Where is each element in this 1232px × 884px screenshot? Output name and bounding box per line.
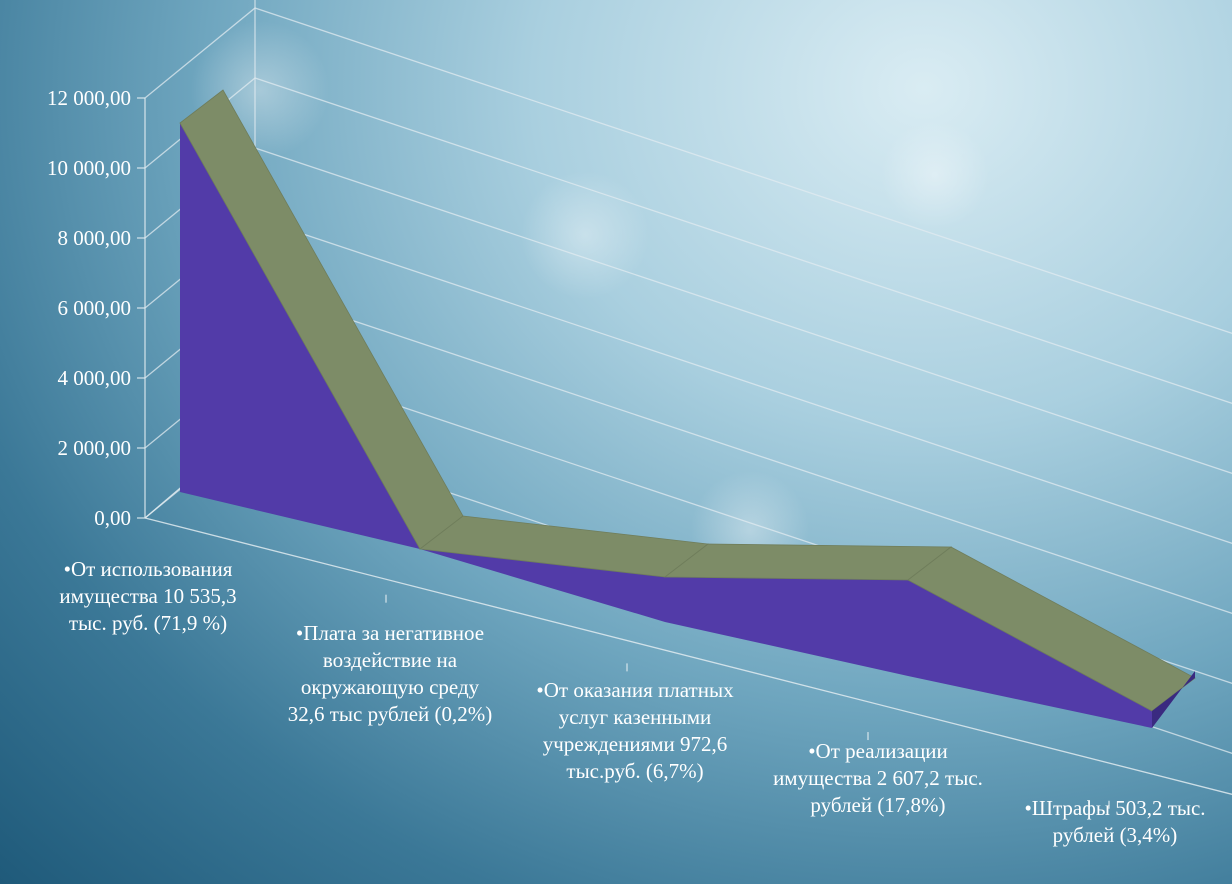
y-tick-labels: 0,00 2 000,00 4 000,00 6 000,00 8 000,00 10 0… — [47, 86, 131, 530]
category-label: •От реализации имущества 2 607,2 тыс. ру… — [773, 739, 983, 817]
bokeh-light — [880, 120, 990, 230]
category-label: •Плата за негативное воздействие на окру… — [287, 621, 493, 726]
area-front-face — [180, 123, 1152, 728]
category-label: •Штрафы 503,2 тыс. рублей (3,4%) — [1024, 796, 1206, 847]
category-label: •От оказания платных услуг казенными учр… — [536, 678, 734, 783]
y-tick-label: 0,00 — [94, 506, 131, 530]
x-axis — [144, 517, 1232, 795]
y-tick-label: 10 000,00 — [47, 156, 131, 180]
y-tick-label: 8 000,00 — [58, 226, 132, 250]
area-end-cap — [1152, 671, 1195, 728]
y-tick-label: 6 000,00 — [58, 296, 132, 320]
data-ribbon — [179, 89, 1196, 728]
y-tick-label: 4 000,00 — [58, 366, 132, 390]
category-label: •От использования имущества 10 535,3 тыс… — [59, 557, 237, 635]
y-tick-label: 2 000,00 — [58, 436, 132, 460]
y-tick-label: 12 000,00 — [47, 86, 131, 110]
bokeh-light — [520, 170, 650, 300]
area-top-face — [663, 543, 953, 581]
